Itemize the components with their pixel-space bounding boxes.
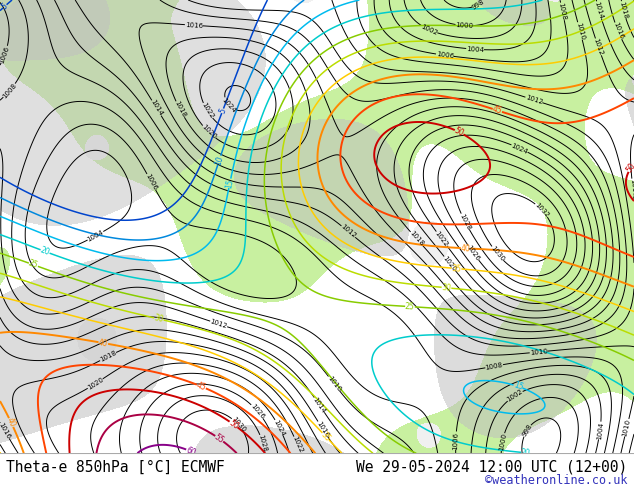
Text: 20: 20 [39, 245, 51, 257]
Text: 50: 50 [453, 126, 465, 138]
Text: 25: 25 [27, 259, 39, 270]
Text: ©weatheronline.co.uk: ©weatheronline.co.uk [485, 474, 628, 487]
Text: 1002: 1002 [420, 23, 438, 36]
Text: 1008: 1008 [485, 362, 503, 371]
Text: 1010: 1010 [622, 418, 631, 437]
Text: 1014: 1014 [149, 99, 164, 117]
Text: 40: 40 [5, 416, 17, 429]
Text: 30: 30 [441, 283, 452, 293]
Text: 1014: 1014 [593, 0, 604, 20]
Text: 60: 60 [184, 445, 197, 458]
Text: 15: 15 [512, 381, 524, 392]
Text: 1008: 1008 [1, 82, 18, 99]
Text: 1018: 1018 [408, 230, 425, 247]
Text: 1024: 1024 [221, 97, 237, 114]
Text: 5: 5 [217, 107, 228, 115]
Text: 1022: 1022 [200, 102, 215, 120]
Text: 1022: 1022 [291, 436, 304, 454]
Text: 1024: 1024 [510, 142, 529, 155]
Text: 1030: 1030 [489, 245, 505, 263]
Text: 45: 45 [491, 105, 503, 116]
Text: 1016: 1016 [0, 421, 12, 440]
Text: 1004: 1004 [466, 46, 484, 53]
Text: 50: 50 [227, 418, 240, 431]
Text: 40: 40 [460, 244, 470, 253]
Text: 1010: 1010 [326, 375, 342, 392]
Text: 35: 35 [451, 264, 462, 273]
Text: 5: 5 [0, 1, 10, 11]
Text: 35: 35 [319, 430, 332, 443]
Text: 1012: 1012 [209, 318, 228, 330]
Text: 1020: 1020 [86, 376, 105, 391]
Text: 1014: 1014 [312, 396, 327, 414]
Text: 1028: 1028 [257, 434, 268, 453]
Text: 1012: 1012 [593, 37, 604, 56]
Text: We 29-05-2024 12:00 UTC (12+00): We 29-05-2024 12:00 UTC (12+00) [356, 460, 628, 475]
Text: 1020: 1020 [442, 255, 458, 272]
Text: 1030: 1030 [230, 416, 247, 434]
Text: 1006: 1006 [145, 172, 158, 191]
Text: 1002: 1002 [506, 389, 524, 403]
Text: 1012: 1012 [524, 94, 543, 105]
Text: 1018: 1018 [99, 350, 117, 363]
Text: 25: 25 [405, 302, 415, 311]
Text: 30: 30 [153, 314, 165, 324]
Text: 1010: 1010 [575, 22, 585, 40]
Text: 1006: 1006 [453, 431, 459, 450]
Text: 1016: 1016 [612, 22, 624, 40]
Text: 1004: 1004 [596, 421, 604, 440]
Text: 1004: 1004 [86, 229, 105, 243]
Text: 1024: 1024 [273, 418, 286, 437]
Text: 1000: 1000 [455, 22, 474, 29]
Text: 1026: 1026 [466, 244, 481, 262]
Text: 1032: 1032 [534, 201, 550, 219]
Text: 1026: 1026 [249, 403, 266, 420]
Text: 1000: 1000 [498, 433, 507, 451]
Text: 1020: 1020 [200, 124, 217, 141]
Text: 15: 15 [224, 178, 235, 189]
Text: 10: 10 [214, 154, 225, 166]
Text: 50: 50 [624, 161, 634, 174]
Text: 1016: 1016 [315, 420, 330, 438]
Text: 1006: 1006 [436, 51, 454, 59]
Text: 1008: 1008 [558, 2, 567, 21]
Text: 1022: 1022 [434, 230, 450, 247]
Text: 998: 998 [521, 423, 533, 438]
Text: 45: 45 [195, 380, 207, 392]
Text: 20: 20 [521, 448, 531, 458]
Text: Theta-e 850hPa [°C] ECMWF: Theta-e 850hPa [°C] ECMWF [6, 460, 225, 475]
Text: 998: 998 [471, 0, 486, 10]
Text: 1010: 1010 [629, 178, 634, 197]
Text: 1012: 1012 [340, 223, 357, 240]
Text: 1018: 1018 [173, 100, 187, 119]
Text: 1006: 1006 [0, 45, 11, 64]
Text: 1028: 1028 [458, 212, 472, 231]
Text: 1010: 1010 [529, 348, 548, 356]
Text: 1016: 1016 [184, 22, 203, 29]
Text: 1018: 1018 [618, 0, 628, 20]
Text: 40: 40 [98, 338, 109, 348]
Text: 55: 55 [212, 432, 226, 445]
